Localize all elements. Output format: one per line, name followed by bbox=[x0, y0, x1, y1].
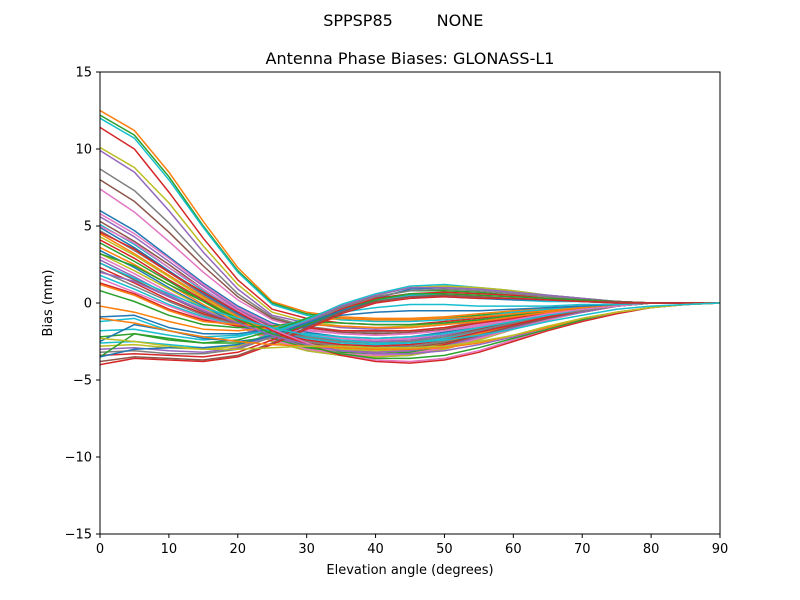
x-tick-label: 40 bbox=[367, 542, 384, 557]
series-line-54 bbox=[100, 302, 720, 350]
series-line-48 bbox=[100, 296, 720, 366]
radome-name: NONE bbox=[437, 11, 484, 30]
y-tick-label: 10 bbox=[75, 143, 92, 158]
chart-title: Antenna Phase Biases: GLONASS-L1 bbox=[266, 49, 555, 68]
series-layer bbox=[100, 109, 720, 366]
x-tick-label: 50 bbox=[436, 542, 453, 557]
x-tick-label: 70 bbox=[574, 542, 591, 557]
x-tick-label: 90 bbox=[712, 542, 729, 557]
y-tick-label: 15 bbox=[75, 66, 92, 81]
series-line-30 bbox=[100, 277, 720, 337]
x-tick-label: 60 bbox=[505, 542, 522, 557]
x-tick-label: 80 bbox=[643, 542, 660, 557]
series-line-47 bbox=[100, 294, 720, 363]
series-line-55 bbox=[100, 262, 720, 344]
y-axis-label: Bias (mm) bbox=[41, 270, 56, 337]
series-line-50 bbox=[100, 231, 720, 364]
y-tick-label: −5 bbox=[73, 374, 92, 389]
x-tick-label: 30 bbox=[298, 542, 315, 557]
y-tick-label: −15 bbox=[65, 528, 92, 543]
y-tick-label: −10 bbox=[65, 451, 92, 466]
x-axis: 0 10 20 30 40 50 60 70 80 90 bbox=[96, 534, 728, 557]
y-axis: −15 −10 −5 0 5 10 15 bbox=[65, 66, 100, 543]
x-tick-label: 10 bbox=[161, 542, 178, 557]
x-axis-label: Elevation angle (degrees) bbox=[326, 563, 493, 578]
antenna-name: SPPSP85 bbox=[323, 11, 393, 30]
x-tick-label: 20 bbox=[230, 542, 247, 557]
y-tick-label: 0 bbox=[84, 297, 92, 312]
x-tick-label: 0 bbox=[96, 542, 104, 557]
y-tick-label: 5 bbox=[84, 220, 92, 235]
